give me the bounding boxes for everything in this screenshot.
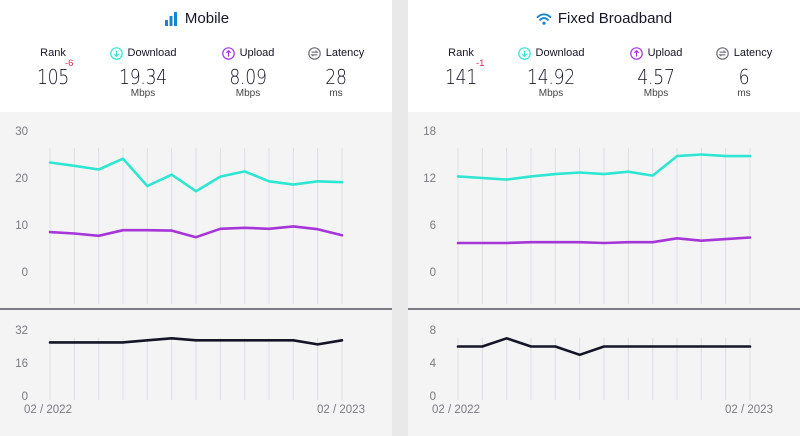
upload-line bbox=[456, 236, 752, 245]
panel-title: Fixed Broadband bbox=[408, 10, 800, 27]
panel-title: Mobile bbox=[0, 10, 392, 27]
speed-latency-chart: 0 10 20 30 0 16 32 bbox=[0, 126, 392, 403]
download-line bbox=[48, 157, 344, 193]
stat-label: Rank bbox=[40, 47, 66, 59]
upload-icon bbox=[221, 46, 235, 60]
stat-download: Download 14.92 Mbps bbox=[506, 44, 596, 99]
stat-value: 28 bbox=[325, 65, 347, 89]
y-tick-label: 10 bbox=[15, 220, 28, 232]
speed-latency-chart: 0 6 12 18 0 4 8 bbox=[408, 126, 800, 403]
stat-value: 141 bbox=[444, 65, 478, 89]
stat-unit: Mbps bbox=[130, 88, 156, 99]
rank-change: -6 bbox=[65, 58, 74, 69]
rank-change: -1 bbox=[476, 58, 485, 69]
stat-latency: Latency 6 ms bbox=[699, 44, 789, 99]
stat-value: 6 bbox=[738, 65, 750, 89]
y-tick-label: 20 bbox=[15, 173, 28, 185]
stat-unit: Mbps bbox=[235, 88, 261, 99]
latency-line bbox=[48, 336, 344, 346]
stat-rank: Rank 105 -6 bbox=[8, 44, 98, 89]
x-end-label: 02 / 2023 bbox=[317, 404, 365, 416]
cellular-bars-icon bbox=[163, 11, 179, 27]
stats-row: Rank 141 -1 Download 14.92 Mbps Upload 4… bbox=[416, 44, 792, 110]
latency-line bbox=[456, 336, 752, 357]
upload-line bbox=[48, 225, 344, 239]
stat-upload: Upload 8.09 Mbps bbox=[203, 44, 293, 99]
y-tick-label: 0 bbox=[22, 391, 28, 403]
stat-download: Download 19.34 Mbps bbox=[98, 44, 188, 99]
mobile-panel: Mobile Rank 105 -6 Download 19.34 Mbps U… bbox=[0, 0, 392, 436]
y-tick-label: 0 bbox=[430, 267, 436, 279]
stat-label: Upload bbox=[239, 47, 275, 59]
stat-value: 8.09 bbox=[229, 65, 267, 89]
latency-icon bbox=[307, 46, 321, 60]
wifi-icon bbox=[536, 11, 552, 27]
y-tick-label: 32 bbox=[15, 325, 28, 337]
y-tick-label: 0 bbox=[22, 267, 28, 279]
x-start-label: 02 / 2022 bbox=[24, 404, 72, 416]
stat-value: 105 bbox=[36, 65, 70, 89]
stat-value: 14.92 bbox=[527, 65, 575, 89]
stat-rank: Rank 141 -1 bbox=[416, 44, 506, 89]
y-tick-label: 4 bbox=[430, 358, 437, 370]
y-tick-label: 0 bbox=[430, 391, 436, 403]
stat-label: Download bbox=[535, 47, 585, 59]
y-tick-label: 12 bbox=[423, 173, 436, 185]
stat-label: Upload bbox=[647, 47, 683, 59]
panel-title-text: Fixed Broadband bbox=[557, 10, 673, 27]
y-tick-label: 16 bbox=[15, 358, 28, 370]
stat-label: Latency bbox=[733, 47, 773, 59]
stat-unit: Mbps bbox=[538, 88, 564, 99]
stats-row: Rank 105 -6 Download 19.34 Mbps Upload 8… bbox=[8, 44, 384, 110]
y-tick-label: 6 bbox=[430, 220, 436, 232]
download-line bbox=[456, 153, 752, 181]
stat-value: 19.34 bbox=[119, 65, 167, 89]
y-tick-label: 18 bbox=[423, 126, 436, 138]
panel-title-text: Mobile bbox=[184, 10, 230, 27]
stat-upload: Upload 4.57 Mbps bbox=[611, 44, 701, 99]
fixed-broadband-panel: Fixed Broadband Rank 141 -1 Download 14.… bbox=[408, 0, 800, 436]
download-icon bbox=[109, 46, 123, 60]
stat-value: 4.57 bbox=[637, 65, 675, 89]
y-tick-label: 8 bbox=[430, 325, 436, 337]
stat-unit: ms bbox=[737, 88, 751, 99]
x-start-label: 02 / 2022 bbox=[432, 404, 480, 416]
stat-label: Download bbox=[127, 47, 177, 59]
stat-unit: ms bbox=[329, 88, 343, 99]
stat-label: Latency bbox=[325, 47, 365, 59]
x-end-label: 02 / 2023 bbox=[725, 404, 773, 416]
stat-unit: Mbps bbox=[643, 88, 669, 99]
download-icon bbox=[517, 46, 531, 60]
stat-latency: Latency 28 ms bbox=[291, 44, 381, 99]
latency-icon bbox=[715, 46, 729, 60]
upload-icon bbox=[629, 46, 643, 60]
y-tick-label: 30 bbox=[15, 126, 28, 138]
stat-label: Rank bbox=[448, 47, 474, 59]
